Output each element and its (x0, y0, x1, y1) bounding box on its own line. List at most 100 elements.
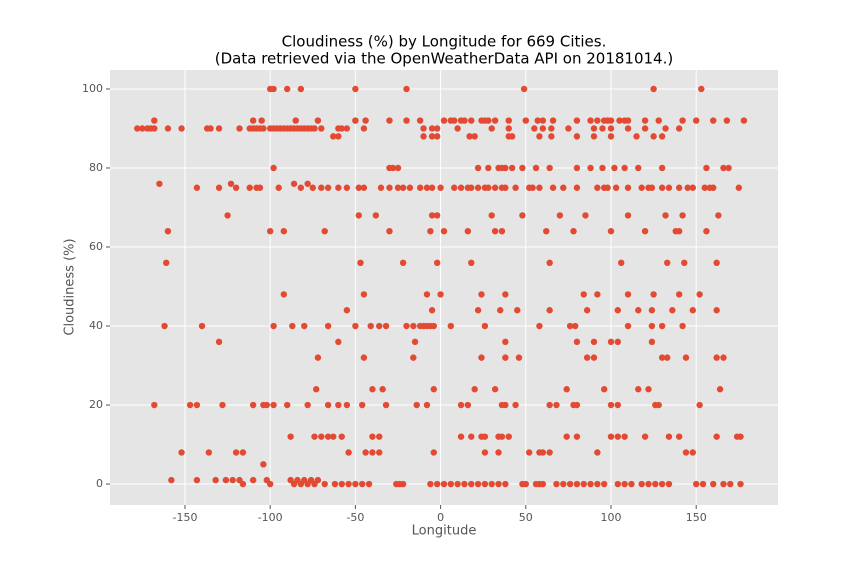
point (464, 227, 472, 235)
point (599, 125, 606, 132)
point (386, 184, 393, 191)
point (301, 322, 308, 330)
point (468, 480, 475, 488)
point (604, 184, 611, 191)
point (624, 291, 632, 298)
point (681, 259, 688, 267)
point (416, 184, 424, 191)
point (440, 117, 448, 124)
point (549, 184, 557, 191)
point (689, 184, 696, 191)
point (318, 184, 325, 191)
y-tick-label: 20 (89, 398, 103, 411)
point (335, 133, 342, 140)
point (635, 164, 642, 172)
point (331, 480, 339, 488)
point (290, 480, 298, 488)
point (682, 449, 690, 456)
point (389, 164, 397, 172)
point (607, 433, 615, 440)
point (466, 133, 473, 140)
point (703, 164, 710, 172)
point (468, 184, 475, 191)
point (345, 480, 352, 488)
point (266, 480, 274, 488)
point (428, 307, 436, 314)
point (539, 449, 547, 456)
point (433, 125, 441, 132)
point (650, 133, 657, 140)
y-tick-label: 60 (89, 240, 103, 253)
point (362, 449, 369, 456)
point (399, 184, 407, 191)
point (713, 307, 720, 314)
point (222, 476, 230, 484)
point (352, 117, 359, 124)
point (212, 476, 219, 484)
point (399, 480, 407, 488)
point (324, 322, 332, 330)
point (433, 212, 441, 219)
point (249, 401, 257, 409)
point (624, 212, 632, 219)
point (701, 184, 708, 191)
point (386, 227, 393, 235)
point (607, 227, 615, 235)
point (314, 354, 322, 361)
point (669, 307, 676, 314)
point (287, 433, 294, 440)
point (491, 184, 499, 191)
y-tick-label: 40 (89, 319, 103, 332)
point (394, 164, 402, 172)
point (258, 117, 265, 124)
point (357, 259, 364, 267)
point (599, 164, 606, 172)
point (573, 184, 581, 191)
point (382, 401, 390, 409)
point (481, 322, 489, 330)
point (580, 291, 587, 298)
point (468, 433, 475, 440)
point (635, 307, 642, 314)
point (437, 291, 444, 298)
point (488, 212, 495, 219)
point (461, 480, 468, 488)
x-tick-label: -100 (258, 511, 283, 524)
point (478, 291, 485, 298)
point (693, 480, 700, 488)
point (607, 338, 615, 346)
point (297, 480, 305, 488)
point (236, 125, 243, 132)
x-tick-label: 150 (686, 511, 707, 524)
point (355, 212, 362, 219)
point (502, 184, 509, 191)
point (246, 184, 253, 191)
y-axis-label: Cloudiness (%) (63, 238, 78, 335)
point (428, 133, 436, 140)
point (433, 480, 441, 488)
point (658, 133, 666, 140)
point (682, 354, 690, 361)
point (495, 480, 502, 488)
point (594, 117, 601, 124)
point (193, 401, 201, 409)
point (399, 259, 407, 267)
point (280, 291, 288, 298)
point (716, 386, 724, 393)
point (260, 125, 267, 132)
point (662, 125, 669, 132)
point (360, 291, 368, 298)
point (520, 85, 528, 93)
point (481, 480, 489, 488)
point (365, 480, 373, 488)
point (164, 227, 172, 235)
point (164, 125, 172, 132)
point (491, 117, 499, 124)
point (675, 184, 683, 191)
point (428, 184, 436, 191)
point (263, 401, 270, 409)
point (311, 480, 318, 488)
point (161, 322, 168, 330)
point (539, 117, 547, 124)
